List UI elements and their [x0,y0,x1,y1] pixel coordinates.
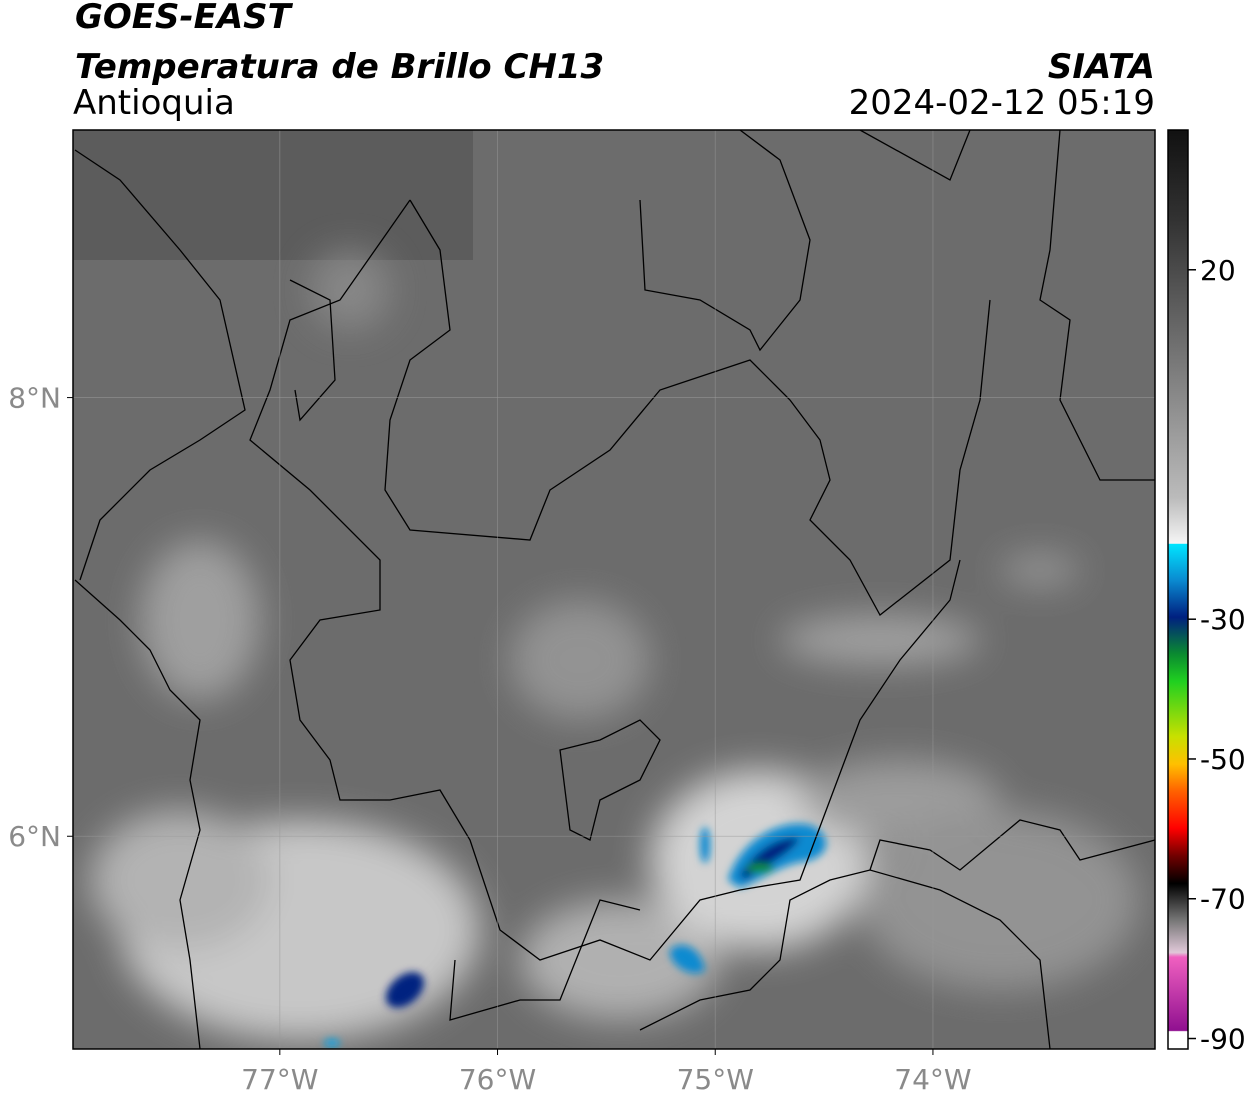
colorbar [1167,129,1189,1050]
lon-tick-label: 74°W [894,1063,971,1096]
lat-tick-label: 6°N [8,820,61,853]
lat-tick-label: 8°N [8,382,61,415]
colorbar-tick-label: -90 [1200,1023,1246,1056]
map-image [73,130,1155,1049]
colorbar-tick-label: -30 [1200,603,1246,636]
datetime: 2024-02-12 05:19 [849,83,1155,123]
region: Antioquia [73,83,235,123]
lon-tick-label: 75°W [677,1063,754,1096]
colorbar-tick-label: -70 [1200,883,1246,916]
colorbar-tick-label: 20 [1200,254,1236,287]
title: GOES-EAST [75,0,294,37]
lon-tick-label: 76°W [459,1063,536,1096]
map-frame [72,129,1156,1050]
lon-tick-label: 77°W [241,1063,318,1096]
agency: SIATA [1048,47,1155,87]
subtitle: Temperatura de Brillo CH13 [75,47,604,87]
colorbar-tick-label: -50 [1200,743,1246,776]
